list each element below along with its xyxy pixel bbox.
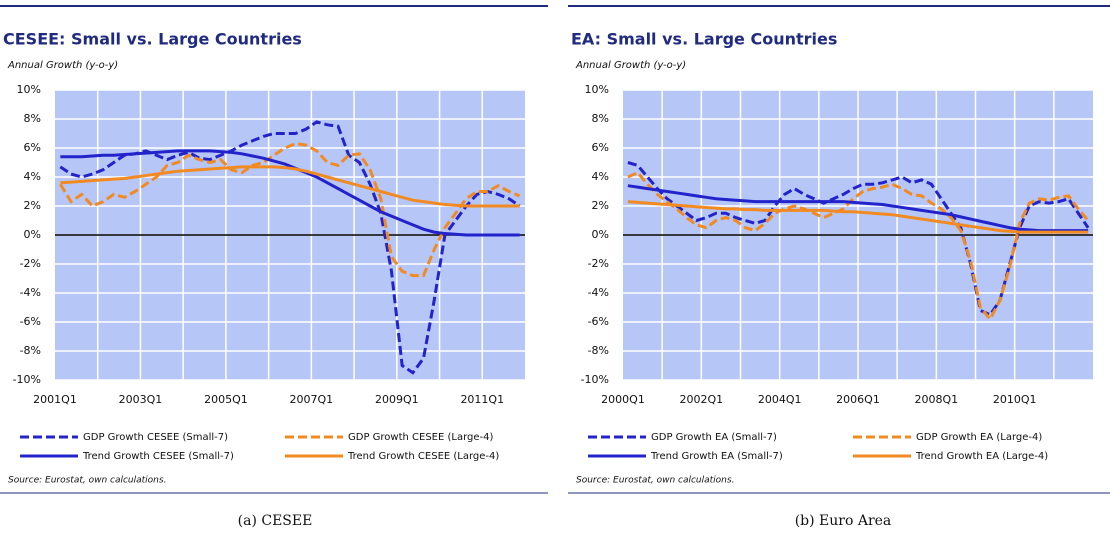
y-tick-label: -2% — [588, 257, 609, 270]
y-tick-label: -2% — [20, 257, 41, 270]
legend-label: GDP Growth EA (Small-7) — [651, 432, 777, 443]
x-tick-label: 2009Q1 — [375, 393, 419, 406]
y-tick-label: -8% — [20, 344, 41, 357]
series-line — [60, 149, 520, 237]
y-tick-label: -6% — [588, 315, 609, 328]
series-line — [627, 170, 1090, 322]
x-tick-label: 2002Q1 — [680, 393, 724, 406]
series-line — [627, 184, 1089, 233]
subtitle: Annual Growth (y-o-y) — [575, 60, 686, 71]
x-tick-label: 2003Q1 — [119, 393, 163, 406]
y-tick-label: -8% — [588, 344, 609, 357]
x-tick-label: 2010Q1 — [993, 393, 1037, 406]
chart-title: CESEE: Small vs. Large Countries — [3, 30, 302, 49]
y-tick-label: -10% — [13, 373, 41, 386]
legend-label: Trend Growth EA (Small-7) — [650, 451, 783, 462]
caption: (b) Euro Area — [795, 513, 892, 529]
chart-title: EA: Small vs. Large Countries — [571, 30, 837, 49]
legend-label: Trend Growth EA (Large-4) — [915, 451, 1048, 462]
x-tick-label: 2005Q1 — [204, 393, 248, 406]
y-tick-label: 6% — [24, 141, 41, 154]
y-tick-label: 10% — [17, 83, 41, 96]
legend-label: Trend Growth CESEE (Small-7) — [82, 451, 234, 462]
source-note: Source: Eurostat, own calculations. — [8, 476, 166, 486]
y-tick-label: 2% — [24, 199, 41, 212]
y-tick-label: -10% — [581, 373, 609, 386]
x-tick-label: 2000Q1 — [601, 393, 645, 406]
y-tick-label: 0% — [592, 228, 609, 241]
series-line — [60, 165, 520, 208]
legend-label: GDP Growth CESEE (Small-7) — [83, 432, 228, 443]
y-tick-label: 8% — [24, 112, 41, 125]
x-tick-label: 2004Q1 — [758, 393, 802, 406]
legend-label: GDP Growth EA (Large-4) — [916, 432, 1042, 443]
subtitle: Annual Growth (y-o-y) — [7, 60, 118, 71]
series-line — [627, 200, 1089, 234]
chart-panel: EA: Small vs. Large Countries Annual Grow… — [568, 5, 1110, 529]
y-tick-label: -4% — [588, 286, 609, 299]
y-tick-label: 2% — [592, 199, 609, 212]
legend-label: Trend Growth CESEE (Large-4) — [347, 451, 499, 462]
y-tick-label: -6% — [20, 315, 41, 328]
y-tick-label: 0% — [24, 228, 41, 241]
y-tick-label: 4% — [592, 170, 609, 183]
x-tick-label: 2011Q1 — [460, 393, 504, 406]
caption: (a) CESEE — [238, 513, 313, 529]
x-tick-label: 2007Q1 — [290, 393, 334, 406]
series-line — [627, 161, 1090, 317]
y-tick-label: 6% — [592, 141, 609, 154]
y-tick-label: 10% — [585, 83, 609, 96]
x-tick-label: 2001Q1 — [33, 393, 77, 406]
x-tick-label: 2006Q1 — [836, 393, 880, 406]
y-tick-label: 8% — [592, 112, 609, 125]
legend-label: GDP Growth CESEE (Large-4) — [348, 432, 494, 443]
series-line — [59, 142, 521, 278]
x-tick-label: 2008Q1 — [915, 393, 959, 406]
y-tick-label: 4% — [24, 170, 41, 183]
chart-panel: CESEE: Small vs. Large Countries Annual G… — [0, 5, 548, 529]
y-tick-label: -4% — [20, 286, 41, 299]
source-note: Source: Eurostat, own calculations. — [576, 476, 734, 486]
